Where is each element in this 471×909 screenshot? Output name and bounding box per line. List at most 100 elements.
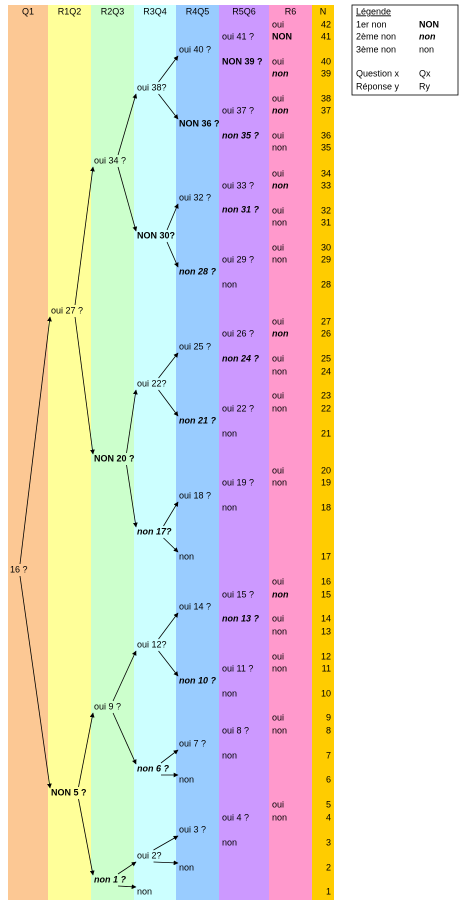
node-label: oui 14 ? <box>179 601 211 611</box>
node-label: non <box>137 886 152 896</box>
node-label: oui 41 ? <box>222 31 254 41</box>
answer-label: oui <box>272 353 284 363</box>
count-label: 20 <box>321 465 331 475</box>
node-label: oui 32 ? <box>179 192 211 202</box>
node-label: oui 11 ? <box>222 663 253 673</box>
answer-label: oui <box>272 168 284 178</box>
count-label: 38 <box>321 93 331 103</box>
node-label: non <box>179 551 194 561</box>
arrow <box>126 389 138 454</box>
node-label: NON 36 ? <box>179 118 220 128</box>
count-label: 7 <box>326 750 331 760</box>
legend-term: 1er non <box>356 19 387 29</box>
arrow <box>112 650 137 702</box>
count-label: 5 <box>326 799 331 809</box>
node-label: oui 7 ? <box>179 738 206 748</box>
node-label: non 24 ? <box>222 353 260 363</box>
node-label: oui 15 ? <box>222 589 254 599</box>
node-label: non <box>179 774 194 784</box>
count-label: 37 <box>321 105 331 115</box>
arrow <box>126 464 138 528</box>
arrow <box>158 352 179 379</box>
column-header: R2Q3 <box>101 6 125 16</box>
node-label: NON 39 ? <box>222 56 263 66</box>
node-label: oui 33 ? <box>222 180 254 190</box>
node-label: oui 26 ? <box>222 328 254 338</box>
column-header: R1Q2 <box>58 6 82 16</box>
count-label: 42 <box>321 19 331 29</box>
column-header: Q1 <box>22 6 34 16</box>
answer-label: NON <box>272 31 292 41</box>
count-label: 27 <box>321 316 331 326</box>
node-label: non 35 ? <box>222 130 260 140</box>
count-label: 2 <box>326 862 331 872</box>
node-label: oui 34 ? <box>94 155 126 165</box>
column-band <box>176 5 219 900</box>
count-label: 22 <box>321 403 331 413</box>
answer-label: non <box>272 626 287 636</box>
legend-box <box>351 4 459 96</box>
node-label: oui 9 ? <box>94 701 121 711</box>
count-label: 1 <box>326 886 331 896</box>
count-label: 25 <box>321 353 331 363</box>
node-label: non 17? <box>137 526 172 536</box>
column-band <box>8 5 48 900</box>
legend-value: NON <box>419 19 439 29</box>
count-label: 9 <box>326 712 331 722</box>
answer-label: non <box>272 217 287 227</box>
node-label: oui 2? <box>137 850 162 860</box>
column-band <box>312 5 334 900</box>
column-band <box>134 5 176 900</box>
column-band <box>219 5 269 900</box>
node-label: non 10 ? <box>179 675 217 685</box>
arrow <box>153 860 179 866</box>
node-label: oui 22 ? <box>222 403 254 413</box>
arrow <box>158 55 179 83</box>
arrow <box>158 389 179 417</box>
arrow <box>78 712 95 788</box>
node-label: non <box>222 688 237 698</box>
answer-label: non <box>272 180 289 190</box>
column-header: R5Q6 <box>232 6 256 16</box>
node-label: oui 4 ? <box>222 812 249 822</box>
count-label: 17 <box>321 551 331 561</box>
node-label: non 31 ? <box>222 204 260 214</box>
count-label: 15 <box>321 589 331 599</box>
node-label: oui 25 ? <box>179 341 211 351</box>
answer-label: non <box>272 725 287 735</box>
answer-label: oui <box>272 242 284 252</box>
count-label: 10 <box>321 688 331 698</box>
count-label: 8 <box>326 725 331 735</box>
answer-label: oui <box>272 205 284 215</box>
node-label: non 13 ? <box>222 613 260 623</box>
node-label: oui 37 ? <box>222 105 254 115</box>
node-label: non <box>179 862 194 872</box>
node-label: non <box>222 428 237 438</box>
count-label: 14 <box>321 613 331 623</box>
arrow <box>117 93 138 156</box>
count-label: 30 <box>321 242 331 252</box>
answer-label: non <box>272 328 289 338</box>
answer-label: non <box>272 68 289 78</box>
arrow <box>153 835 179 851</box>
node-label: oui 38? <box>137 82 167 92</box>
count-label: 18 <box>321 502 331 512</box>
column-header: R3Q4 <box>143 6 167 16</box>
arrow <box>117 861 137 875</box>
legend-value: non <box>419 31 436 41</box>
count-label: 6 <box>326 774 331 784</box>
count-label: 41 <box>321 31 331 41</box>
arrow <box>19 575 52 789</box>
node-label: non <box>222 279 237 289</box>
count-label: 21 <box>321 428 331 438</box>
answer-label: non <box>272 589 289 599</box>
answer-label: non <box>272 254 287 264</box>
node-label: non <box>222 837 237 847</box>
legend-value: non <box>419 44 434 54</box>
arrow <box>74 166 95 306</box>
answer-label: oui <box>272 576 284 586</box>
column-header: R4Q5 <box>186 6 210 16</box>
count-label: 3 <box>326 837 331 847</box>
count-label: 35 <box>321 142 331 152</box>
node-label: oui 19 ? <box>222 477 254 487</box>
